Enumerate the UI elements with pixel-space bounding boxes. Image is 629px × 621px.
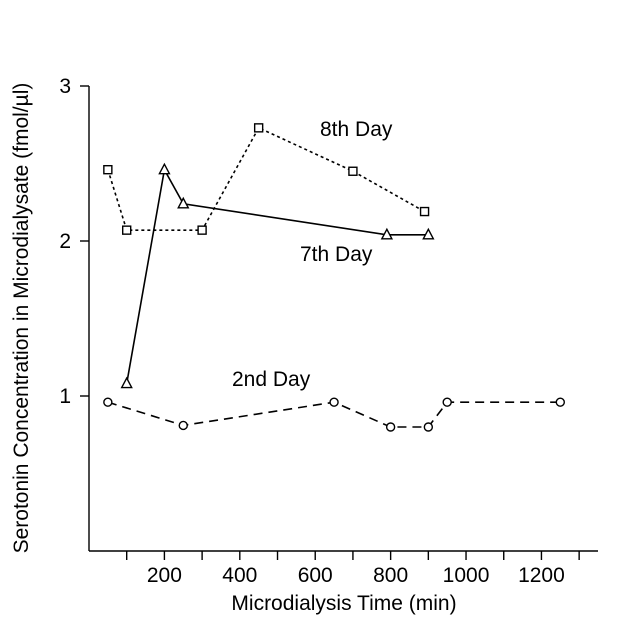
x-ticks: 200 400 600 800 1000 1200 bbox=[126, 551, 580, 587]
data-point-2nd-day-6 bbox=[555, 397, 565, 407]
series-line-8th-day bbox=[107, 126, 425, 231]
series-label-7th-day: 7th Day bbox=[300, 243, 373, 266]
x-tick-label-600: 600 bbox=[298, 564, 333, 587]
series-line-7th-day bbox=[125, 167, 429, 384]
data-point-8th-day-1 bbox=[122, 225, 132, 235]
x-axis-title: Microdialysis Time (min) bbox=[231, 592, 456, 615]
data-point-8th-day-4 bbox=[348, 166, 358, 176]
x-tick-label-200: 200 bbox=[147, 564, 182, 587]
y-axis-title: Serotonin Concentration in Microdialysat… bbox=[10, 83, 33, 554]
data-point-7th-day-2 bbox=[177, 196, 190, 209]
data-point-7th-day-3 bbox=[380, 227, 394, 240]
data-point-2nd-day-3 bbox=[385, 422, 396, 432]
data-point-7th-day-0 bbox=[120, 376, 133, 389]
data-point-8th-day-2 bbox=[197, 225, 207, 235]
data-point-2nd-day-0 bbox=[103, 397, 113, 407]
data-point-8th-day-5 bbox=[419, 206, 430, 217]
y-tick-label-3: 3 bbox=[59, 75, 71, 98]
series-2nd-day bbox=[103, 397, 565, 432]
data-point-8th-day-3 bbox=[253, 123, 264, 133]
series-8th-day bbox=[103, 123, 430, 235]
data-point-2nd-day-5 bbox=[442, 397, 452, 407]
data-point-2nd-day-1 bbox=[178, 420, 188, 431]
data-point-7th-day-1 bbox=[158, 162, 171, 175]
y-tick-label-1: 1 bbox=[59, 385, 71, 408]
series-layer bbox=[103, 123, 565, 432]
data-point-2nd-day-4 bbox=[423, 422, 434, 432]
series-7th-day bbox=[120, 162, 435, 389]
series-label-8th-day: 8th Day bbox=[320, 118, 393, 141]
data-point-7th-day-4 bbox=[422, 227, 435, 240]
y-ticks: 1 2 3 bbox=[59, 75, 89, 408]
axes bbox=[88, 86, 598, 552]
y-tick-label-2: 2 bbox=[59, 230, 71, 253]
x-tick-label-400: 400 bbox=[222, 564, 257, 587]
series-labels: 8th Day 7th Day 2nd Day bbox=[232, 118, 393, 391]
series-label-2nd-day: 2nd Day bbox=[232, 368, 311, 391]
data-point-2nd-day-2 bbox=[329, 397, 339, 407]
data-point-8th-day-0 bbox=[103, 164, 113, 175]
x-tick-label-1200: 1200 bbox=[518, 564, 565, 587]
x-tick-label-800: 800 bbox=[373, 564, 408, 587]
x-tick-label-1000: 1000 bbox=[443, 564, 490, 587]
